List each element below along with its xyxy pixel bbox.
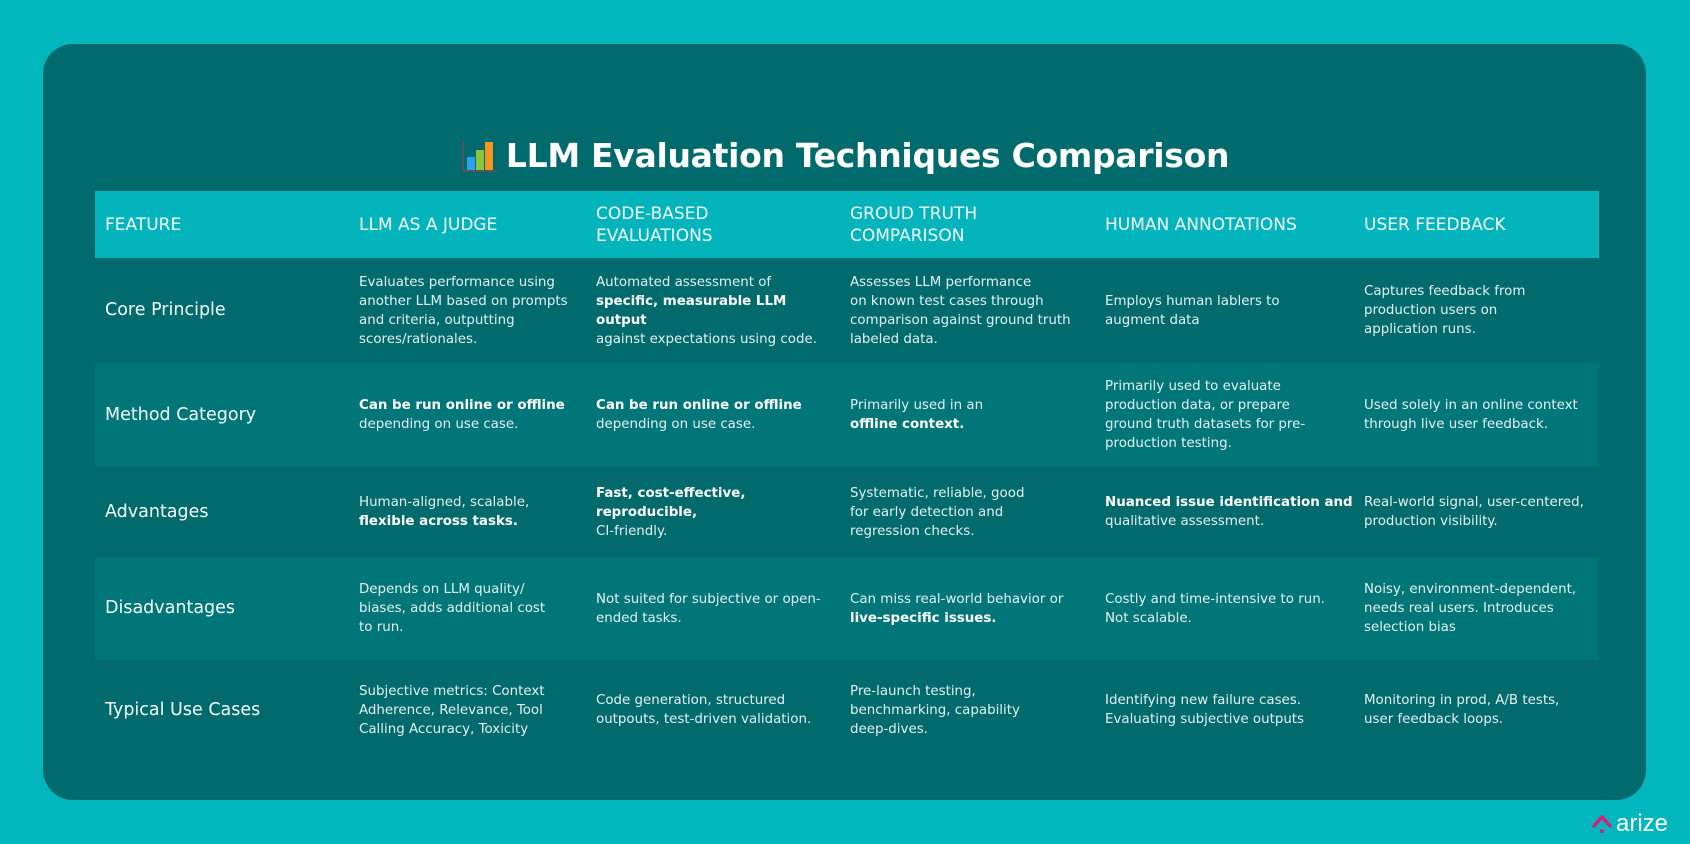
table-cell: Can be run online or offline depending o… [349,396,586,434]
cell-text: Primarily used to evaluate production da… [1105,379,1306,451]
cell-text: Evaluates performance using another LLM … [359,274,568,347]
table-cell: Code generation, structured outpouts, te… [586,691,840,729]
brand-name: arize [1616,810,1669,837]
table-header-row: Feature LLM as a Judge Code-Based Evalua… [95,191,1599,258]
table-cell: Noisy, environment-dependent, needs real… [1354,580,1599,637]
table-row: Core Principle Evaluates performance usin… [95,258,1599,363]
table-cell: Costly and time-intensive to run. Not sc… [1095,590,1354,628]
table-cell: Not suited for subjective or open- ended… [586,590,840,628]
table-cell: Primarily used to evaluate production da… [1095,377,1354,453]
arize-logo: arize [1592,810,1668,838]
table-cell: Pre-launch testing, benchmarking, capabi… [840,682,1095,739]
table-cell: Primarily used in an offline context. [840,396,1095,434]
header-ground-truth: Groud Truth Comparison [850,203,978,246]
cell-text: qualitative assessment. [1105,514,1265,529]
cell-text: Primarily used in an [850,398,984,413]
cell-text: Real-world signal, user-centered, produc… [1364,495,1584,529]
page-title: LLM Evaluation Techniques Comparison [43,136,1646,175]
cell-text: live-specific issues. [850,610,997,626]
cell-text: Fast, cost-effective, reproducible, [596,485,746,520]
table-cell: Captures feedback from production users … [1354,282,1599,339]
header-human-annotations: Human Annotations [1105,214,1297,235]
cell-text: Systematic, reliable, good for early det… [850,485,1025,539]
cell-text: specific, measurable LLM output [596,293,787,328]
cell-text: Pre-launch testing, benchmarking, capabi… [850,683,1020,737]
cell-text: against expectations using code. [596,331,817,347]
table-cell: Real-world signal, user-centered, produc… [1354,493,1599,531]
table-cell: Fast, cost-effective, reproducible, CI-f… [586,484,840,541]
cell-text: CI-friendly. [596,523,668,539]
cell-text: Noisy, environment-dependent, needs real… [1364,582,1577,635]
cell-text: Can miss real-world behavior or [850,591,1064,607]
row-label: Method Category [105,404,257,425]
table-cell: Systematic, reliable, good for early det… [840,484,1095,541]
cell-text: offline context. [850,417,965,432]
table-row: Method Category Can be run online or offl… [95,363,1599,467]
table-cell: Evaluates performance using another LLM … [349,273,586,349]
header-code-based: Code-Based Evaluations [596,203,713,246]
bar-chart-icon [461,140,497,172]
cell-text: Not suited for subjective or open- ended… [596,591,821,626]
cell-text: depending on use case. [596,417,756,432]
table-cell: Depends on LLM quality/ biases, adds add… [349,580,586,637]
cell-text: Automated assessment of [596,274,772,290]
table-row: Typical Use Cases Subjective metrics: Con… [95,660,1599,760]
comparison-table: Feature LLM as a Judge Code-Based Evalua… [95,191,1599,760]
cell-text: Monitoring in prod, A/B tests, user feed… [1364,693,1560,727]
cell-text: Nuanced issue identification and [1105,495,1353,510]
table-cell: Assesses LLM performance on known test c… [840,273,1095,349]
title-text: LLM Evaluation Techniques Comparison [505,136,1230,175]
header-feature: Feature [105,214,182,235]
cell-text: Used solely in an online context through… [1364,398,1578,432]
cell-text: Identifying new failure cases. Evaluatin… [1105,693,1305,727]
table-cell: Monitoring in prod, A/B tests, user feed… [1354,691,1599,729]
cell-text: Human-aligned, scalable, [359,495,530,510]
row-label: Typical Use Cases [105,699,261,720]
table-cell: Can miss real-world behavior or live-spe… [840,590,1095,628]
cell-text: flexible across tasks. [359,514,518,529]
cell-text: Subjective metrics: Context Adherence, R… [359,683,545,737]
cell-text: Depends on LLM quality/ biases, adds add… [359,582,546,635]
table-cell: Nuanced issue identification and qualita… [1095,493,1354,531]
table-cell: Human-aligned, scalable, flexible across… [349,493,586,531]
cell-text: Assesses LLM performance on known test c… [850,274,1071,347]
table-cell: Can be run online or offline depending o… [586,396,840,434]
cell-text: Code generation, structured outpouts, te… [596,693,812,727]
row-label: Disadvantages [105,598,236,618]
cell-text: depending on use case. [359,417,519,432]
table-cell: Subjective metrics: Context Adherence, R… [349,682,586,739]
cell-text: Can be run online or offline [596,398,802,413]
table-cell: Identifying new failure cases. Evaluatin… [1095,691,1354,729]
row-label: Advantages [105,501,209,522]
table-row: Disadvantages Depends on LLM quality/ bia… [95,557,1599,660]
table-cell: Used solely in an online context through… [1354,396,1599,434]
header-user-feedback: User Feedback [1364,214,1506,235]
cell-text: Captures feedback from production users … [1364,284,1526,337]
cell-text: Costly and time-intensive to run. Not sc… [1105,591,1325,626]
header-llm-as-judge: LLM as a Judge [359,214,498,235]
arize-logo-icon [1592,815,1612,833]
table-cell: Automated assessment of specific, measur… [586,273,840,349]
cell-text: Can be run online or offline [359,398,565,413]
row-label: Core Principle [105,300,226,320]
cell-text: Employs human lablers to augment data [1105,293,1280,328]
table-cell: Employs human lablers to augment data [1095,292,1354,330]
table-row: Advantages Human-aligned, scalable, flexi… [95,467,1599,557]
